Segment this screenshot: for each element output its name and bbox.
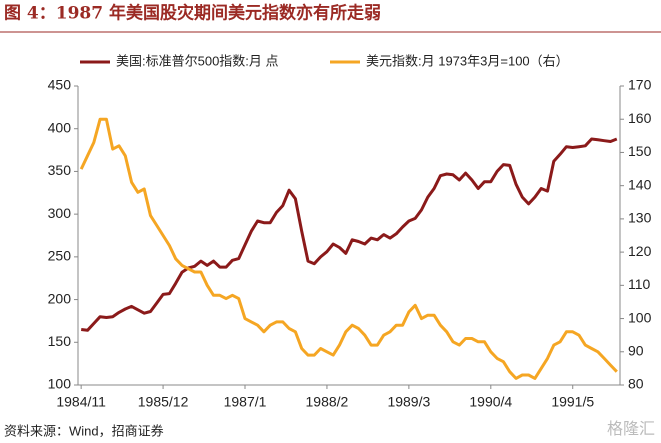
y2-tick-label: 110 (628, 276, 651, 292)
x-tick-label: 1989/3 (387, 394, 430, 410)
y2-tick-label: 100 (628, 309, 652, 325)
y-tick-label: 300 (48, 205, 72, 221)
y-tick-label: 250 (48, 248, 72, 264)
y2-tick-label: 80 (628, 376, 644, 392)
legend-label: 美国:标准普尔500指数:月 点 (116, 53, 279, 68)
chart-title: 图 4：1987 年美国股灾期间美元指数亦有所走弱 (4, 3, 381, 24)
y-tick-label: 200 (48, 290, 72, 306)
x-tick-label: 1984/11 (56, 394, 106, 410)
y2-tick-label: 90 (628, 342, 644, 358)
y2-tick-label: 150 (628, 143, 652, 159)
y2-tick-label: 160 (628, 110, 652, 126)
y2-tick-label: 130 (628, 210, 652, 226)
x-tick-label: 1987/1 (224, 394, 267, 410)
y-tick-label: 150 (48, 333, 72, 349)
y-tick-label: 450 (48, 77, 72, 93)
y-tick-label: 400 (48, 119, 72, 135)
x-tick-label: 1985/12 (138, 394, 189, 410)
y-tick-label: 100 (48, 376, 72, 392)
y2-tick-label: 140 (628, 176, 652, 192)
watermark: 格隆汇 (607, 420, 655, 438)
x-tick-label: 1990/4 (469, 394, 512, 410)
y2-tick-label: 170 (628, 77, 652, 93)
y-tick-label: 350 (48, 162, 72, 178)
line-series (81, 137, 618, 332)
x-tick-label: 1988/2 (306, 394, 349, 410)
source: 资料来源：Wind，招商证券 (4, 423, 164, 438)
x-tick-label: 1991/5 (551, 394, 594, 410)
line-series (79, 117, 618, 380)
y2-tick-label: 120 (628, 243, 652, 259)
legend-label: 美元指数:月 1973年3月=100（右） (366, 53, 569, 68)
